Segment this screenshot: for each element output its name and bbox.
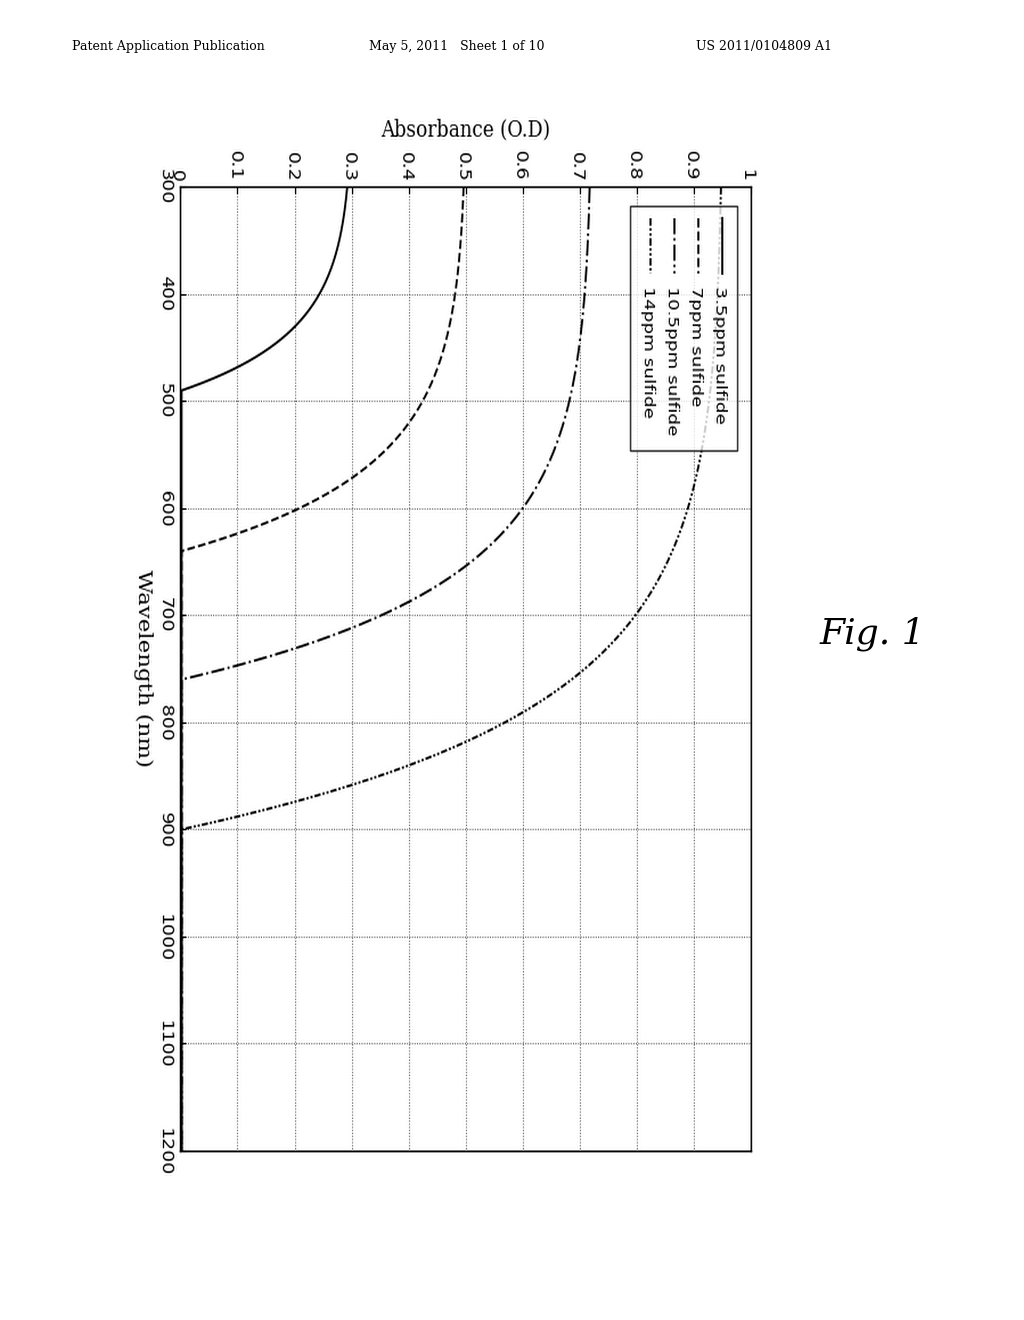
Text: US 2011/0104809 A1: US 2011/0104809 A1 — [696, 40, 833, 53]
Text: May 5, 2011   Sheet 1 of 10: May 5, 2011 Sheet 1 of 10 — [369, 40, 544, 53]
Text: Patent Application Publication: Patent Application Publication — [72, 40, 264, 53]
Text: Fig. 1: Fig. 1 — [819, 616, 925, 651]
